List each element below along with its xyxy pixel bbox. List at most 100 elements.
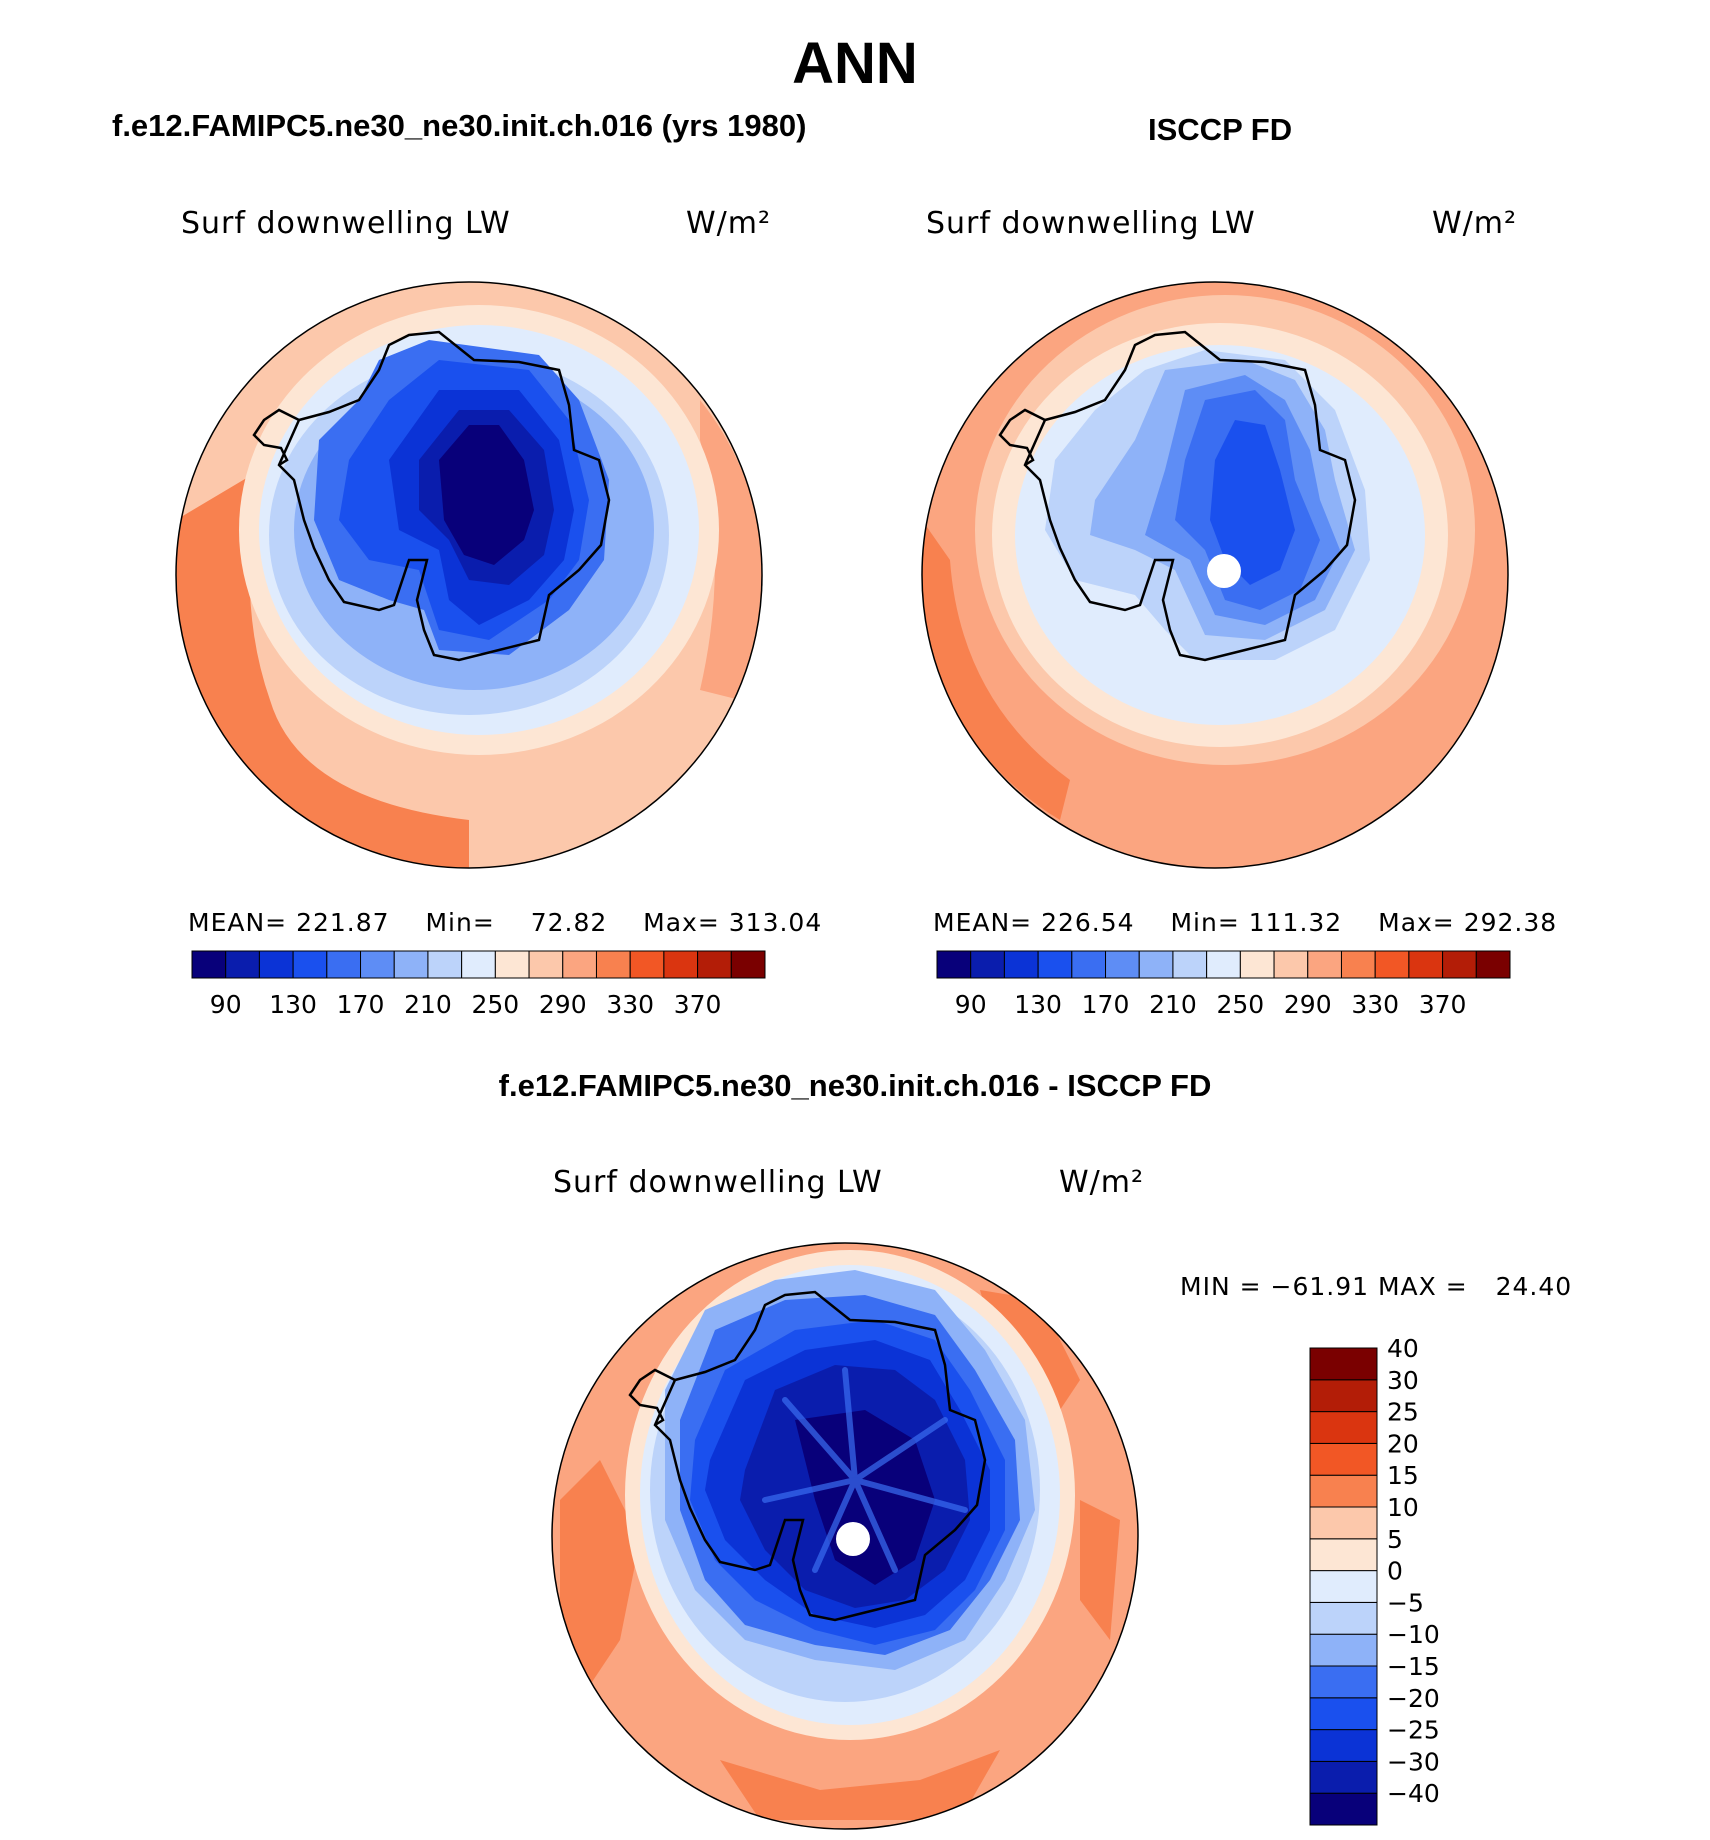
- panel-1-east-arc: [700, 400, 762, 700]
- panel-1-max-value: 313.04: [728, 908, 823, 937]
- panel-1-mean-value: 221.87: [296, 908, 390, 937]
- panel-3-missing-pole: [836, 1522, 870, 1556]
- panel-2-band-130: [1210, 420, 1295, 585]
- panel-2-colorbar-swatch: [1037, 950, 1073, 979]
- panel-1-band-90: [439, 425, 534, 565]
- panel-3-colorbar-swatch: [1309, 1760, 1378, 1794]
- panel-2-colorbar-swatch: [1172, 950, 1208, 979]
- panel-2-subtitle: ISCCP FD: [1148, 112, 1293, 147]
- panel-1-colorbar-swatch: [360, 950, 395, 979]
- panel-1-units-label: W/m²: [686, 206, 772, 241]
- panel-2-colorbar-tick-label: 250: [1216, 990, 1264, 1019]
- panel-3-colorbar-swatch: [1309, 1538, 1378, 1572]
- panel-3-colorbar-swatch: [1309, 1506, 1378, 1540]
- panel-2-mean-label: MEAN=: [933, 908, 1033, 937]
- panel-3-warm-patch-south: [720, 1750, 1000, 1820]
- panel-2-colorbar-swatch: [1307, 950, 1342, 979]
- panel-2-colorbar-swatch: [1340, 950, 1376, 979]
- panel-3-min-value: −61.91: [1270, 1272, 1370, 1301]
- panel-2-colorbar-swatch: [1105, 950, 1140, 979]
- panel-1-max-label: Max=: [643, 908, 720, 937]
- panel-2-map: [922, 282, 1508, 868]
- panel-3-colorbar-swatch: [1309, 1411, 1378, 1444]
- panel-1-stats: MEAN= 221.87 Min= 72.82 Max= 313.04: [188, 908, 822, 937]
- panel-1-colorbar-swatch: [629, 950, 665, 979]
- panel-1-colorbar-swatch: [730, 950, 766, 979]
- panel-2-map-border: [921, 281, 1509, 869]
- panel-2-colorbar-tick-label: 130: [1014, 990, 1062, 1019]
- panel-2-max-value: 292.38: [1463, 908, 1558, 937]
- panel-3-units-label: W/m²: [1059, 1165, 1145, 1200]
- panel-1-variable-label: Surf downwelling LW: [181, 206, 511, 241]
- panel-3-colorbar-tick-label: −15: [1387, 1652, 1440, 1681]
- panel-1-map: [176, 282, 762, 868]
- panel-3-colorbar-tick-label: 25: [1387, 1398, 1419, 1427]
- panel-1-min-label: Min=: [425, 908, 495, 937]
- panel-3-colorbar-tick-label: −10: [1387, 1620, 1440, 1649]
- panel-3-subtitle: f.e12.FAMIPC5.ne30_ne30.init.ch.016 - IS…: [498, 1068, 1212, 1103]
- panel-3-colorbar-tick-label: 0: [1387, 1557, 1403, 1586]
- panel-1-mean-label: MEAN=: [188, 908, 288, 937]
- panel-3-warm-patch-west: [560, 1460, 640, 1700]
- panel-2-colorbar-tick-label: 210: [1149, 990, 1197, 1019]
- panel-3-colorbar-swatch: [1309, 1792, 1378, 1826]
- panel-2-min-label: Min=: [1170, 908, 1240, 937]
- panel-3-colorbar-tick-label: −25: [1387, 1716, 1440, 1745]
- panel-1-colorbar-swatch: [393, 950, 429, 979]
- panel-2-colorbar-tick-label: 170: [1082, 990, 1130, 1019]
- panel-2-stats: MEAN= 226.54 Min= 111.32 Max= 292.38: [933, 908, 1557, 937]
- panel-3-colorbar-swatch: [1309, 1570, 1378, 1603]
- panel-3-colorbar-tick-label: −5: [1387, 1588, 1424, 1617]
- panel-3-colorbar-swatch: [1309, 1379, 1378, 1413]
- panel-1-colorbar-swatch: [528, 950, 564, 979]
- panel-1-colorbar-swatch: [427, 950, 463, 979]
- panel-3-colorbar-tick-label: 5: [1387, 1525, 1403, 1554]
- panel-1-colorbar-swatch: [461, 950, 496, 979]
- panel-2-colorbar-swatch: [1475, 950, 1511, 979]
- panel-2-variable-label: Surf downwelling LW: [926, 206, 1256, 241]
- panel-2-colorbar-swatch: [1206, 950, 1241, 979]
- panel-1-colorbar-tick-label: 250: [471, 990, 519, 1019]
- panel-3-colorbar-swatch: [1309, 1697, 1378, 1731]
- panel-3-colorbar-tick-label: 20: [1387, 1429, 1419, 1458]
- panel-2-colorbar-swatch: [1273, 950, 1309, 979]
- panel-3-map-border: [551, 1242, 1139, 1830]
- panel-1-colorbar-tick-label: 210: [404, 990, 452, 1019]
- panel-3-colorbar-tick-label: 30: [1387, 1366, 1419, 1395]
- panel-3-colorbar-swatch: [1309, 1347, 1378, 1381]
- panel-2-colorbar-tick-label: 90: [955, 990, 987, 1019]
- panel-3-colorbar-swatch: [1309, 1601, 1378, 1635]
- panel-3-radial-streaks: [762, 1367, 968, 1573]
- page-title: ANN: [792, 31, 918, 96]
- panel-3-colorbar-tick-label: −30: [1387, 1747, 1440, 1776]
- panel-1-colorbar-swatch: [326, 950, 362, 979]
- panel-2-colorbar-swatch: [936, 950, 972, 979]
- panel-2-colorbar-swatch: [1071, 950, 1107, 979]
- panel-2-colorbar-swatch: [970, 950, 1005, 979]
- panel-1-subtitle: f.e12.FAMIPC5.ne30_ne30.init.ch.016 (yrs…: [112, 108, 807, 143]
- panel-3-variable-label: Surf downwelling LW: [553, 1165, 883, 1200]
- panel-2-missing-pole: [1207, 554, 1241, 588]
- panel-3-colorbar-swatch: [1309, 1633, 1378, 1667]
- panel-3-stats: MIN = −61.91 MAX = 24.40: [1180, 1272, 1572, 1301]
- panel-1-colorbar-tick-label: 330: [606, 990, 654, 1019]
- panel-3-colorbar-swatch: [1309, 1474, 1378, 1508]
- panel-3-map: [552, 1243, 1138, 1829]
- panel-3-colorbar-swatch: [1309, 1729, 1378, 1762]
- panel-2-colorbar-tick-label: 370: [1419, 990, 1467, 1019]
- panel-1-colorbar-swatch: [595, 950, 631, 979]
- panel-2-colorbar-swatch: [1138, 950, 1174, 979]
- panel-2-warm-arc: [922, 520, 1070, 820]
- panel-2-colorbar-swatch: [1003, 950, 1039, 979]
- panel-1-colorbar-tick-label: 130: [269, 990, 317, 1019]
- panel-1-colorbar-swatch: [292, 950, 328, 979]
- panel-2-colorbar-swatch: [1408, 950, 1444, 979]
- panel-1-colorbar: 90 130 170 210 250 290 330 370: [191, 950, 766, 1019]
- panel-3-min-label: MIN =: [1180, 1272, 1262, 1301]
- panel-3-warm-patch-east: [1080, 1500, 1120, 1640]
- panel-1-colorbar-swatch: [191, 950, 227, 979]
- panel-2-min-value: 111.32: [1248, 908, 1343, 937]
- panel-3-colorbar-tick-label: −20: [1387, 1684, 1440, 1713]
- panel-3-max-label: MAX =: [1377, 1272, 1468, 1301]
